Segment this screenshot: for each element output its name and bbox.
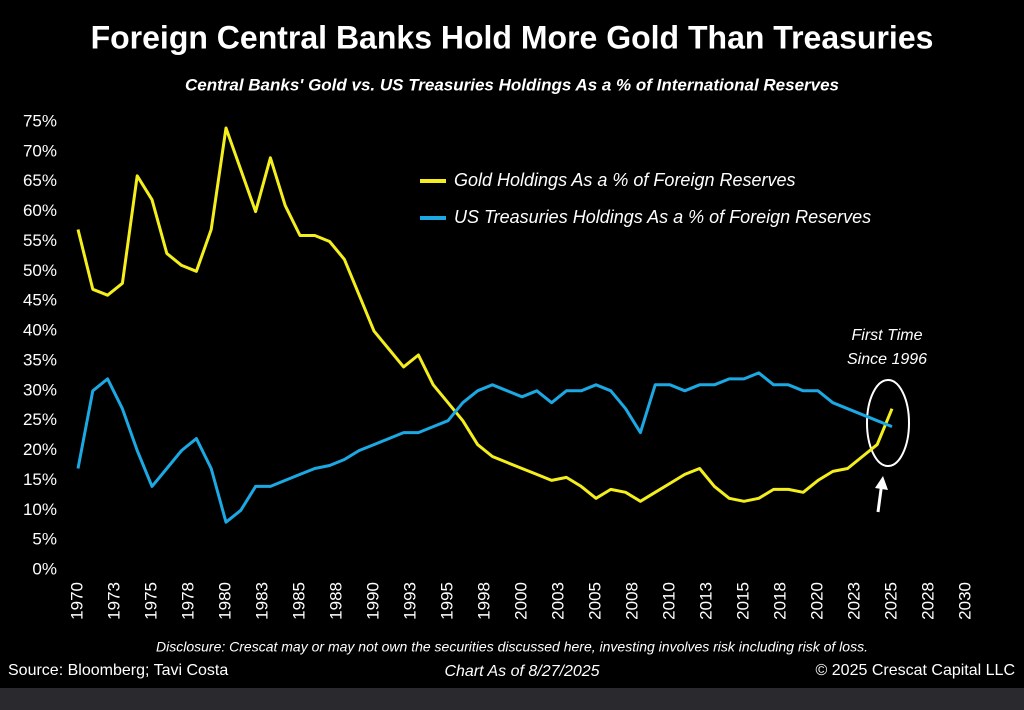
date-note: Chart As of 8/27/2025 [444, 663, 599, 680]
x-tick-label: 1983 [252, 582, 271, 620]
x-tick-label: 1995 [437, 582, 456, 620]
footer-bar [0, 688, 1024, 710]
x-tick-label: 1978 [178, 582, 197, 620]
y-tick-label: 70% [23, 141, 57, 160]
x-tick-label: 1970 [67, 582, 86, 620]
y-tick-label: 20% [23, 440, 57, 459]
y-tick-label: 40% [23, 321, 57, 340]
x-tick-label: 1988 [326, 582, 345, 620]
x-tick-label: 2028 [918, 582, 937, 620]
x-tick-label: 2030 [955, 582, 974, 620]
annotation: Since 1996 [847, 351, 927, 368]
series-line [76, 126, 894, 503]
series-line [76, 371, 893, 524]
x-tick-label: 1975 [141, 582, 160, 620]
y-tick-label: 50% [23, 261, 57, 280]
x-tick-label: 2008 [622, 582, 641, 620]
x-tick-label: 1998 [474, 582, 493, 620]
x-tick-label: 2005 [585, 582, 604, 620]
x-tick-label: 2015 [733, 582, 752, 620]
x-tick-label: 2010 [659, 582, 678, 620]
disclosure: Disclosure: Crescat may or may not own t… [156, 639, 868, 655]
legend-label: US Treasuries Holdings As a % of Foreign… [454, 207, 871, 227]
x-tick-label: 1980 [215, 582, 234, 620]
y-tick-label: 10% [23, 500, 57, 519]
copyright: © 2025 Crescat Capital LLC [816, 662, 1015, 679]
arrow-head [875, 476, 888, 490]
y-tick-label: 45% [23, 291, 57, 310]
y-tick-label: 0% [32, 559, 57, 578]
y-tick-label: 60% [23, 201, 57, 220]
y-tick-label: 75% [23, 111, 57, 130]
x-tick-label: 2025 [881, 582, 900, 620]
x-tick-label: 1973 [104, 582, 123, 620]
chart-title: Foreign Central Banks Hold More Gold Tha… [91, 19, 934, 55]
x-tick-label: 1993 [400, 582, 419, 620]
annotation: First Time [852, 327, 923, 344]
y-tick-label: 35% [23, 350, 57, 369]
y-tick-label: 25% [23, 410, 57, 429]
y-tick-label: 30% [23, 380, 57, 399]
x-tick-label: 2018 [770, 582, 789, 620]
x-tick-label: 2000 [511, 582, 530, 620]
x-tick-label: 1985 [289, 582, 308, 620]
chart-subtitle: Central Banks' Gold vs. US Treasuries Ho… [185, 75, 839, 94]
y-tick-label: 55% [23, 231, 57, 250]
y-tick-label: 5% [32, 530, 57, 549]
source: Source: Bloomberg; Tavi Costa [8, 662, 228, 679]
x-tick-label: 2020 [807, 582, 826, 620]
y-tick-label: 65% [23, 171, 57, 190]
x-tick-label: 2013 [696, 582, 715, 620]
highlight-ellipse [866, 379, 910, 467]
legend-label: Gold Holdings As a % of Foreign Reserves [454, 170, 796, 190]
y-tick-label: 15% [23, 470, 57, 489]
x-tick-label: 2003 [548, 582, 567, 620]
x-tick-label: 1990 [363, 582, 382, 620]
x-tick-label: 2023 [844, 582, 863, 620]
